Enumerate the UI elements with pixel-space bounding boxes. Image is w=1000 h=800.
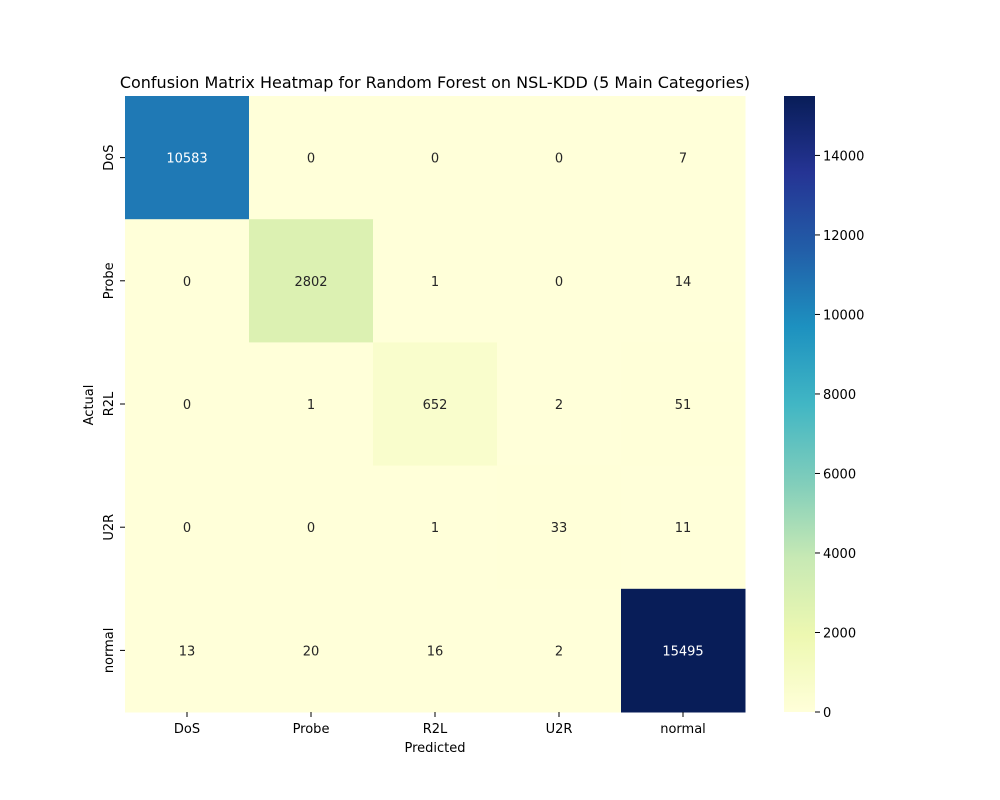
x-tick-label: Probe bbox=[293, 722, 330, 737]
y-tick-label: Probe bbox=[102, 262, 117, 299]
cell-value-label: 13 bbox=[179, 644, 196, 659]
heatmap-cell bbox=[373, 588, 498, 713]
cell-value-label: 652 bbox=[423, 398, 448, 413]
heatmap-cell bbox=[125, 219, 250, 343]
cell-value-label: 0 bbox=[183, 398, 191, 413]
heatmap-cell bbox=[497, 465, 622, 590]
heatmap-cell bbox=[621, 588, 746, 713]
chart-title: Confusion Matrix Heatmap for Random Fore… bbox=[120, 73, 750, 92]
y-tick-label: normal bbox=[102, 628, 117, 674]
cell-value-label: 1 bbox=[307, 398, 315, 413]
heatmap-cell bbox=[249, 219, 374, 343]
y-tick-label: DoS bbox=[102, 144, 117, 170]
colorbar-tick-label: 0 bbox=[823, 706, 831, 721]
cell-value-label: 33 bbox=[551, 521, 568, 536]
cell-value-label: 51 bbox=[675, 398, 692, 413]
heatmap-cells bbox=[125, 96, 746, 713]
cell-value-label: 1 bbox=[431, 521, 439, 536]
x-tick-label: normal bbox=[660, 722, 706, 737]
heatmap-cell bbox=[621, 342, 746, 467]
colorbar-tick-label: 6000 bbox=[823, 467, 856, 482]
cell-value-label: 0 bbox=[307, 521, 315, 536]
cell-value-label: 7 bbox=[679, 152, 687, 167]
colorbar-tick-label: 8000 bbox=[823, 388, 856, 403]
heatmap-cell bbox=[373, 96, 498, 220]
colorbar-tick-label: 14000 bbox=[823, 149, 864, 164]
cell-value-label: 10583 bbox=[166, 152, 207, 167]
heatmap-cell bbox=[125, 465, 250, 590]
cell-value-label: 20 bbox=[303, 644, 320, 659]
cell-value-label: 0 bbox=[555, 275, 563, 290]
y-axis-ticks: DoS Probe R2L U2R normal bbox=[102, 144, 125, 673]
x-axis-label: Predicted bbox=[404, 741, 465, 756]
heatmap-cell bbox=[125, 588, 250, 713]
y-axis-label: Actual bbox=[82, 385, 97, 426]
y-tick-label: R2L bbox=[102, 391, 117, 416]
heatmap-cell bbox=[373, 465, 498, 590]
cell-value-label: 2802 bbox=[294, 275, 327, 290]
cell-value-label: 2 bbox=[555, 644, 563, 659]
heatmap-cell bbox=[497, 588, 622, 713]
x-tick-label: U2R bbox=[546, 722, 573, 737]
heatmap-cell bbox=[249, 588, 374, 713]
colorbar-ticks: 0 2000 4000 6000 8000 10000 12000 14000 bbox=[815, 149, 864, 721]
heatmap-cell bbox=[621, 96, 746, 220]
cell-value-label: 2 bbox=[555, 398, 563, 413]
colorbar bbox=[784, 96, 815, 712]
cell-value-label: 16 bbox=[427, 644, 444, 659]
colorbar-tick-label: 12000 bbox=[823, 229, 864, 244]
cell-value-label: 15495 bbox=[662, 644, 703, 659]
heatmap-cell bbox=[125, 96, 250, 220]
heatmap-cell bbox=[373, 342, 498, 467]
heatmap-cell bbox=[497, 219, 622, 343]
heatmap-cell bbox=[249, 465, 374, 590]
colorbar-tick-label: 4000 bbox=[823, 547, 856, 562]
heatmap-cell bbox=[249, 96, 374, 220]
cell-value-label: 0 bbox=[555, 152, 563, 167]
y-tick-label: U2R bbox=[102, 514, 117, 541]
colorbar-tick-label: 2000 bbox=[823, 626, 856, 641]
heatmap-cell bbox=[497, 96, 622, 220]
cell-value-label: 0 bbox=[431, 152, 439, 167]
cell-value-label: 11 bbox=[675, 521, 692, 536]
heatmap-cell bbox=[373, 219, 498, 343]
x-tick-label: DoS bbox=[174, 722, 200, 737]
heatmap-cell-labels: 10583 0 0 0 7 0 2802 1 0 14 0 1 652 2 51 0 0 1 33 11 13 20 16 2… bbox=[166, 152, 703, 660]
cell-value-label: 0 bbox=[307, 152, 315, 167]
cell-value-label: 0 bbox=[183, 521, 191, 536]
heatmap-cell bbox=[621, 465, 746, 590]
x-tick-label: R2L bbox=[423, 722, 448, 737]
heatmap-cell bbox=[249, 342, 374, 467]
heatmap-cell bbox=[125, 342, 250, 467]
heatmap-cell bbox=[621, 219, 746, 343]
colorbar-tick-label: 10000 bbox=[823, 308, 864, 323]
x-axis-ticks: DoS Probe R2L U2R normal bbox=[174, 712, 706, 737]
cell-value-label: 14 bbox=[675, 275, 692, 290]
cell-value-label: 0 bbox=[183, 275, 191, 290]
cell-value-label: 1 bbox=[431, 275, 439, 290]
heatmap-cell bbox=[497, 342, 622, 467]
